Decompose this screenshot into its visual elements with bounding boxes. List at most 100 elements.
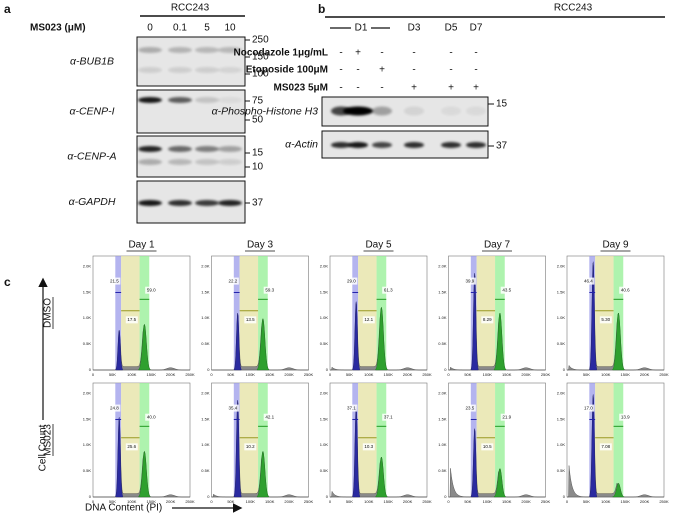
x-tick-label: 0: [566, 499, 569, 504]
panel-c: Day 1 Day 3 Day 5 Day 7 Day 9 DMSO 21.5 17.5 59.…: [43, 240, 669, 504]
x-tick-label: 0: [92, 372, 95, 377]
treatment-label: Etoposide 100μM: [246, 65, 328, 76]
x-tick-label: 250K: [541, 372, 551, 377]
gate-percent: 22.2: [228, 278, 237, 283]
y-tick-label: 0.5K: [83, 468, 92, 473]
band: [466, 106, 486, 116]
peak: [352, 301, 360, 371]
y-tick-label: 0: [89, 367, 92, 372]
gate-s: [595, 256, 614, 370]
y-tick-label: 1.0K: [83, 442, 92, 447]
y-tick-label: 0.5K: [201, 468, 210, 473]
x-tick-label: 200K: [166, 372, 176, 377]
gate-label-bg: [599, 443, 612, 451]
band: [441, 106, 461, 116]
x-tick-label: 200K: [521, 372, 531, 377]
gate-label-bg: [382, 286, 395, 294]
marker-label: 250: [252, 35, 269, 46]
condition-label: DMSO: [43, 298, 54, 328]
y-tick-label: 2.0K: [201, 263, 210, 268]
y-tick-label: 0: [89, 494, 92, 499]
y-tick-label: 2.0K: [557, 263, 566, 268]
gate-s: [595, 383, 614, 497]
day-title: Day 1: [128, 240, 155, 251]
y-tick-label: 2.0K: [320, 390, 329, 395]
lane-label: 0.1: [173, 23, 187, 34]
gate-s: [476, 256, 496, 370]
gate-percent: 35.4: [228, 405, 237, 410]
x-tick-label: 150K: [502, 499, 512, 504]
gate-percent: 25.6: [127, 444, 136, 449]
blot-label: α-Phospho-Histone H3: [212, 105, 319, 117]
x-tick-label: 200K: [284, 372, 294, 377]
x-tick-label: 50K: [227, 372, 234, 377]
y-tick-label: 1.0K: [83, 315, 92, 320]
gate-label-bg: [500, 413, 513, 421]
gate-label-bg: [481, 443, 494, 451]
y-tick-label: 0: [563, 494, 566, 499]
gate-percent: 59.3: [265, 287, 274, 292]
gate-g2: [139, 383, 150, 497]
sign: -: [474, 65, 477, 76]
x-tick-label: 250K: [659, 499, 669, 504]
gate-label-bg: [481, 316, 494, 324]
cell-line: RCC243: [554, 3, 593, 14]
peak: [256, 318, 269, 371]
gate-g1: [352, 256, 359, 370]
x-tick-label: 200K: [640, 499, 650, 504]
band: [168, 200, 192, 206]
y-tick-label: 0.5K: [438, 341, 447, 346]
x-tick-label: 250K: [185, 499, 195, 504]
x-tick-label: 100K: [601, 372, 611, 377]
gate-s: [239, 383, 259, 497]
gate-g1: [233, 256, 240, 370]
gate-label-bg: [345, 277, 358, 285]
x-tick-label: 100K: [246, 372, 256, 377]
x-tick-label: 250K: [185, 372, 195, 377]
day-label: D7: [470, 23, 483, 34]
y-tick-label: 0: [563, 367, 566, 372]
sign: -: [339, 65, 342, 76]
gate-percent: 5.30: [601, 317, 610, 322]
band: [195, 159, 219, 165]
gate-label-bg: [500, 286, 513, 294]
sign: -: [339, 83, 342, 94]
peak: [233, 312, 242, 371]
lane-label: 0: [147, 23, 153, 34]
sign: -: [356, 65, 359, 76]
gate-g2: [495, 383, 505, 497]
gate-label-bg: [582, 277, 595, 285]
x-tick-label: 150K: [265, 499, 275, 504]
band: [138, 67, 162, 73]
gate-label-bg: [362, 443, 375, 451]
x-tick-label: 150K: [621, 372, 631, 377]
sign: +: [379, 65, 385, 76]
gate-percent: 43.5: [502, 287, 511, 292]
y-tick-label: 1.0K: [201, 442, 210, 447]
gate-g1: [470, 383, 477, 497]
x-tick-label: 100K: [127, 499, 137, 504]
sign: -: [356, 83, 359, 94]
gate-label-bg: [108, 404, 121, 412]
peak: [470, 428, 479, 498]
gate-percent: 39.9: [465, 278, 474, 283]
x-tick-label: 200K: [640, 372, 650, 377]
x-tick-label: 100K: [364, 499, 374, 504]
gate-percent: 37.1: [347, 405, 356, 410]
y-tick-label: 1.0K: [201, 315, 210, 320]
blot-label: α-CENP-I: [69, 105, 114, 117]
y-tick-label: 0: [444, 494, 447, 499]
x-tick-label: 150K: [621, 499, 631, 504]
marker-label: 75: [252, 96, 264, 107]
gate-label-bg: [263, 286, 276, 294]
band: [218, 146, 242, 152]
gate-percent: 40.0: [147, 414, 156, 419]
x-tick-label: 50K: [464, 499, 471, 504]
gate-label-bg: [226, 404, 239, 412]
x-tick-label: 200K: [521, 499, 531, 504]
band: [138, 47, 162, 53]
y-tick-label: 0.5K: [557, 341, 566, 346]
band: [218, 47, 242, 53]
x-tick-label: 250K: [422, 372, 432, 377]
